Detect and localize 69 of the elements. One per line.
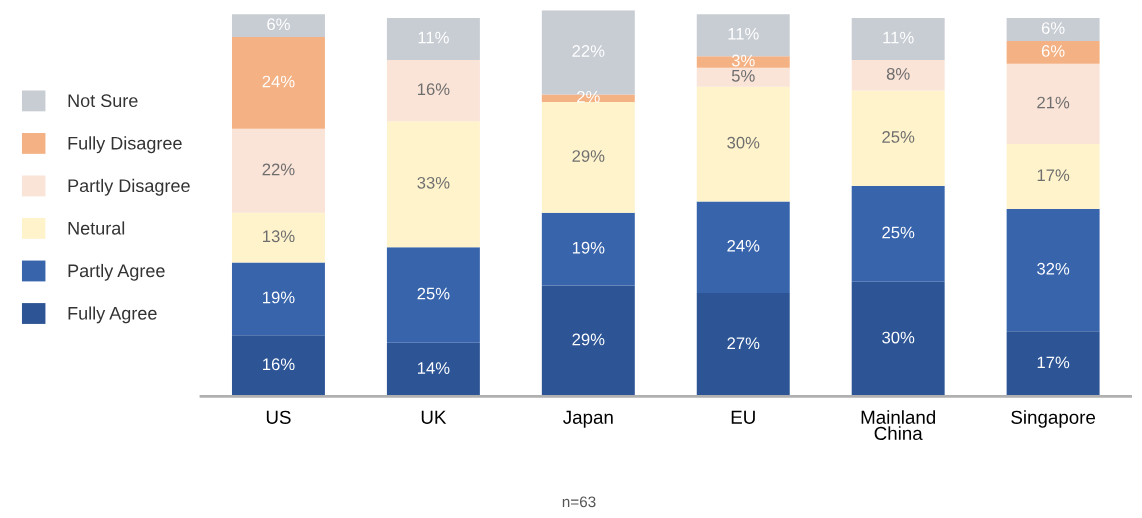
text: n=63 xyxy=(562,496,596,508)
legend-label: Netural xyxy=(68,221,125,235)
data-label: 30% xyxy=(882,331,915,344)
data-label: 13% xyxy=(263,230,295,243)
bar xyxy=(851,186,945,282)
data-label: 17% xyxy=(1037,356,1070,369)
data-label: 25% xyxy=(417,287,450,300)
bar xyxy=(851,18,945,61)
legend-label: Not Sure xyxy=(68,94,138,108)
bar xyxy=(851,90,945,187)
data-label: 27% xyxy=(727,337,760,350)
bar xyxy=(386,18,480,61)
bar xyxy=(1006,18,1100,41)
bar xyxy=(1006,63,1100,145)
bar xyxy=(1006,144,1100,210)
data-label: 16% xyxy=(417,83,450,96)
bar xyxy=(1006,331,1100,397)
bar xyxy=(231,14,325,38)
x-tick-label: Singapore xyxy=(1011,410,1096,428)
bar xyxy=(696,56,790,68)
bar xyxy=(386,121,480,248)
data-label: 25% xyxy=(882,226,915,239)
data-label: 30% xyxy=(727,136,760,149)
bar xyxy=(231,335,325,397)
x-tick-label: UK xyxy=(421,410,447,424)
bar xyxy=(386,60,480,122)
bar xyxy=(231,212,325,263)
x-tick-label: Japan xyxy=(563,410,613,428)
legend-label: Partly Disagree xyxy=(68,178,190,196)
data-label: 29% xyxy=(572,333,605,346)
data-label: 19% xyxy=(263,291,295,304)
data-label: 16% xyxy=(263,358,295,371)
data-label: 17% xyxy=(1037,169,1070,181)
bar xyxy=(541,212,635,286)
x-tick-label: Mainland China xyxy=(861,410,936,441)
data-label: 24% xyxy=(727,239,760,252)
data-label: 22% xyxy=(262,163,295,176)
data-label: 8% xyxy=(886,67,910,80)
data-label: 21% xyxy=(1037,96,1070,109)
bar xyxy=(1006,209,1100,332)
bar xyxy=(541,285,635,397)
data-label: 14% xyxy=(417,362,450,374)
bar xyxy=(386,247,480,343)
bar xyxy=(541,102,635,213)
data-label: 33% xyxy=(417,176,450,189)
data-label: 32% xyxy=(1037,262,1070,275)
legend-label: Partly Agree xyxy=(68,263,165,281)
data-label: 19% xyxy=(572,241,605,254)
bar xyxy=(1006,40,1100,64)
data-label: 5% xyxy=(731,69,755,82)
bar xyxy=(696,86,790,202)
data-label: 24% xyxy=(262,75,295,88)
bar xyxy=(696,201,790,294)
legend-label: Fully Agree xyxy=(68,306,157,324)
data-label: 3% xyxy=(731,54,755,67)
data-label: 25% xyxy=(882,131,915,143)
bar xyxy=(851,281,945,397)
bar xyxy=(696,67,790,87)
data-label: 29% xyxy=(572,150,605,162)
bar xyxy=(696,293,790,397)
data-label: 6% xyxy=(1041,45,1065,57)
bar xyxy=(231,37,325,129)
x-tick-label: EU xyxy=(731,410,755,424)
bar xyxy=(851,60,945,91)
x-tick-label: US xyxy=(266,410,291,424)
bar xyxy=(231,262,325,336)
bar xyxy=(386,342,480,397)
bar xyxy=(231,128,325,213)
legend-label: Fully Disagree xyxy=(68,136,182,154)
